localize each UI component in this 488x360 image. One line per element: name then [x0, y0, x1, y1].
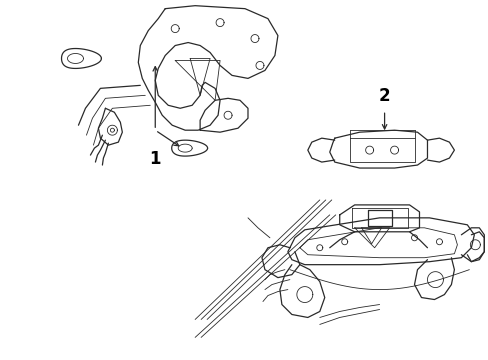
Text: 2: 2	[378, 87, 389, 105]
Text: 1: 1	[149, 150, 161, 168]
